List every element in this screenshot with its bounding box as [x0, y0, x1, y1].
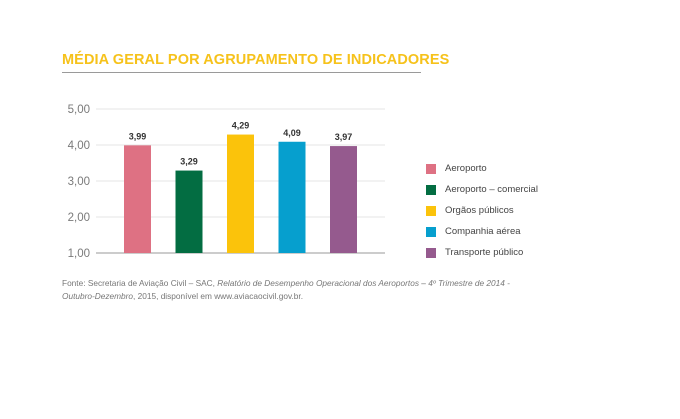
- legend-swatch: [426, 205, 436, 216]
- title-underline: [62, 72, 421, 73]
- legend-label: Aeroporto – comercial: [445, 184, 538, 195]
- legend-swatch: [426, 247, 436, 258]
- source-report-title: Relatório de Desempenho Operacional dos …: [62, 278, 510, 301]
- y-axis-tick-labels: 5,00 4,00 3,00 2,00 1,00: [68, 104, 90, 260]
- bar: [175, 170, 203, 253]
- bar: [124, 145, 151, 253]
- source-note: Fonte: Secretaria de Aviação Civil – SAC…: [62, 277, 532, 303]
- bar-value-label: 3,97: [335, 132, 353, 142]
- bar: [227, 134, 254, 253]
- legend-swatch: [426, 163, 436, 174]
- legend-label: Orgãos públicos: [445, 205, 514, 216]
- legend-label: Aeroporto: [445, 163, 487, 174]
- legend-item: Aeroporto: [426, 158, 538, 179]
- bar-value-label: 4,09: [283, 128, 301, 138]
- legend-item: Companhia aérea: [426, 221, 538, 242]
- legend-label: Transporte público: [445, 247, 524, 258]
- chart-bars: [124, 134, 357, 253]
- legend-item: Transporte público: [426, 242, 538, 263]
- bar: [330, 146, 357, 253]
- bar-value-label: 4,29: [232, 121, 250, 131]
- legend-swatch: [426, 184, 436, 195]
- y-tick-label: 3,00: [68, 176, 90, 188]
- y-tick-label: 2,00: [68, 212, 90, 224]
- legend-item: Aeroporto – comercial: [426, 179, 538, 200]
- legend-swatch: [426, 226, 436, 237]
- bar: [278, 141, 306, 253]
- chart-legend: Aeroporto Aeroporto – comercial Orgãos púb…: [426, 158, 538, 263]
- legend-item: Orgãos públicos: [426, 200, 538, 221]
- source-prefix: Fonte: Secretaria de Aviação Civil – SAC…: [62, 278, 218, 288]
- y-tick-label: 5,00: [68, 104, 90, 116]
- bar-value-label: 3,99: [129, 131, 147, 141]
- y-tick-label: 1,00: [68, 248, 90, 260]
- bar-value-labels: 3,99 3,29 4,29 4,09 3,97: [129, 121, 353, 167]
- y-tick-label: 4,00: [68, 140, 90, 152]
- bar-value-label: 3,29: [180, 157, 198, 167]
- legend-label: Companhia aérea: [445, 226, 521, 237]
- source-suffix: , 2015, disponível em www.aviacaocivil.g…: [133, 291, 304, 301]
- chart-title: MÉDIA GERAL POR AGRUPAMENTO DE INDICADOR…: [62, 52, 450, 68]
